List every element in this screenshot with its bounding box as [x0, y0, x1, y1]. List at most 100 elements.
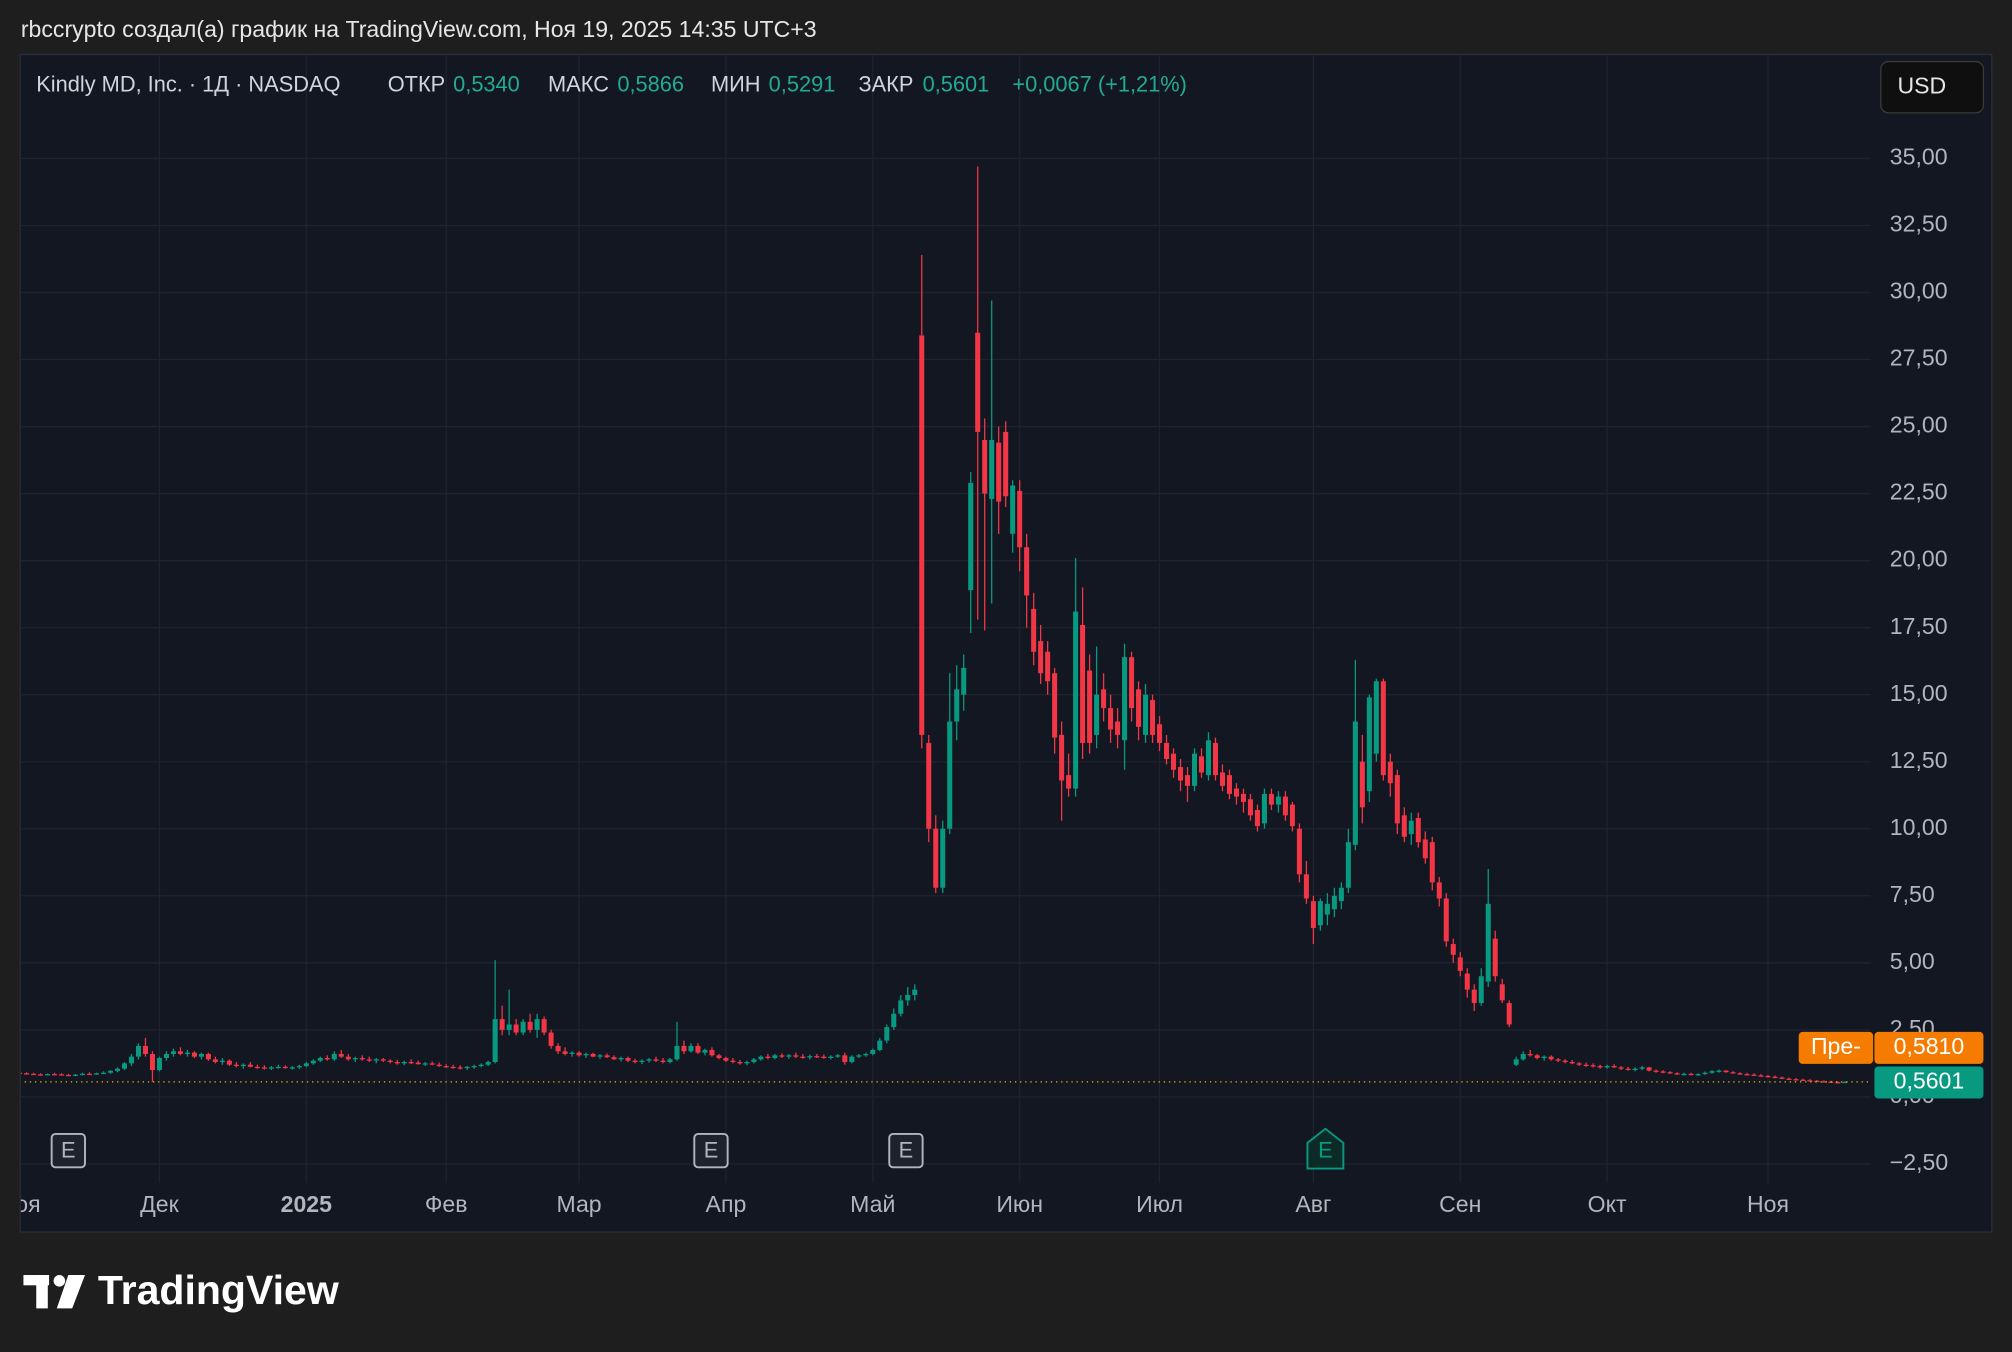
candle-body — [1590, 1065, 1596, 1067]
candle-body — [1695, 1074, 1701, 1076]
premarket-badge-bg — [1874, 1031, 1984, 1064]
candle-body — [1597, 1066, 1603, 1068]
candle-body — [1338, 887, 1344, 902]
x-tick-label: Авг — [1295, 1191, 1331, 1217]
candle-body — [961, 667, 967, 695]
candle-body — [1129, 657, 1135, 709]
candle-body — [184, 1052, 190, 1054]
currency-button[interactable] — [1880, 60, 1985, 114]
candle-body — [590, 1053, 596, 1057]
candle-body — [485, 1062, 491, 1065]
candle-body — [1010, 485, 1016, 534]
candle-body — [667, 1059, 673, 1063]
candle-body — [226, 1060, 232, 1065]
candle-body — [1716, 1070, 1722, 1072]
candle-body — [1233, 788, 1239, 797]
candle-body — [975, 332, 981, 432]
candle-body — [380, 1059, 386, 1061]
candle-body — [1527, 1053, 1533, 1056]
symbol: Kindly MD, Inc. · 1Д · NASDAQ — [36, 72, 340, 97]
candle-body — [366, 1059, 372, 1061]
candle-body — [1122, 657, 1128, 741]
candle-body — [870, 1049, 876, 1054]
candle-body — [814, 1056, 820, 1058]
candle-body — [1604, 1066, 1610, 1068]
candle-body — [968, 482, 974, 591]
y-tick-label: 35,00 — [1890, 144, 1948, 170]
candle-body — [751, 1059, 757, 1063]
candle-body — [1045, 651, 1051, 682]
candle-body — [884, 1027, 890, 1041]
candle-body — [912, 989, 918, 995]
candle-body — [310, 1060, 316, 1064]
logo-part — [36, 1275, 48, 1309]
candle-body — [450, 1066, 456, 1069]
candle-body — [1793, 1079, 1799, 1081]
candle-body — [135, 1045, 141, 1057]
y-tick-label: 25,00 — [1890, 412, 1948, 438]
candle-body — [583, 1053, 589, 1056]
chart-frame — [19, 53, 1993, 1233]
candle-body — [716, 1055, 722, 1059]
candle-body — [863, 1053, 869, 1056]
candle-body — [1814, 1080, 1820, 1083]
candle-body — [555, 1045, 561, 1052]
candle-body — [149, 1053, 155, 1071]
candle-body — [492, 1019, 498, 1063]
y-tick-label: 22,50 — [1890, 479, 1948, 505]
candle-body — [674, 1045, 680, 1060]
candle-body — [1562, 1060, 1568, 1063]
candle-body — [163, 1053, 169, 1059]
x-tick-label: Окт — [1588, 1191, 1627, 1217]
candle-body — [436, 1064, 442, 1067]
candle-body — [702, 1049, 708, 1053]
candle-body — [1632, 1068, 1638, 1071]
event-icon — [1306, 1127, 1345, 1170]
candle-body — [1730, 1072, 1736, 1074]
candle-body — [835, 1055, 841, 1057]
candle-body — [1506, 1003, 1512, 1025]
candle-body — [996, 442, 1002, 502]
candle-body — [1164, 742, 1170, 760]
candle-body — [1115, 721, 1121, 735]
candle-body — [1625, 1068, 1631, 1071]
candle-body — [891, 1013, 897, 1028]
candle-body — [940, 828, 946, 888]
candle-body — [429, 1063, 435, 1065]
candle-body — [625, 1058, 631, 1061]
candle-body — [1765, 1075, 1771, 1078]
candle-body — [1772, 1076, 1778, 1079]
event-label: E — [61, 1138, 76, 1163]
candle-body — [541, 1019, 547, 1033]
candle-body — [1513, 1059, 1519, 1065]
candle-body — [73, 1074, 79, 1076]
candle-body — [513, 1024, 519, 1033]
candle-body — [415, 1062, 421, 1065]
candle-body — [1618, 1067, 1624, 1069]
candle-body — [1394, 775, 1400, 824]
plot: Ноя Дек 2025 Фев Мар Апр Май Июн Июл Авг Сен Окт Ноя… — [20, 55, 1948, 1217]
candle-body — [1807, 1080, 1813, 1082]
candle-body — [639, 1060, 645, 1063]
candle-body — [1275, 796, 1281, 805]
ohlc-label: ОТКР — [388, 72, 446, 97]
candle-body — [1821, 1081, 1827, 1083]
candle-body — [898, 1000, 904, 1014]
candle-body — [1751, 1074, 1757, 1076]
candle-body — [527, 1021, 533, 1030]
x-tick-label: Дек — [140, 1191, 179, 1217]
x-tick-label: 2025 — [281, 1191, 333, 1217]
currency[interactable]: USD — [1898, 72, 1947, 98]
candle-body — [345, 1056, 351, 1060]
candle-body — [1373, 681, 1379, 754]
candle-body — [45, 1074, 51, 1076]
candle-body — [107, 1070, 114, 1073]
x-tick-label: Июл — [1136, 1191, 1183, 1217]
candle-body — [1443, 898, 1449, 942]
candle-body — [1464, 973, 1470, 990]
candle-body — [646, 1059, 652, 1061]
ohlc-value: 0,5866 — [617, 72, 684, 97]
candle-body — [408, 1062, 414, 1064]
candle-body — [1457, 957, 1463, 971]
